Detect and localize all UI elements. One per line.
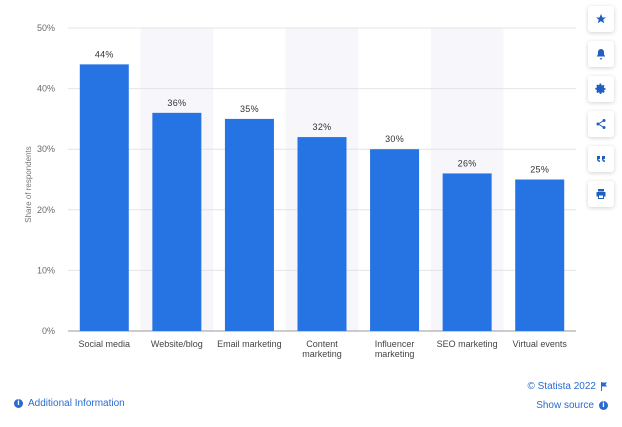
print-button[interactable]: [588, 181, 614, 207]
bar: [152, 112, 202, 331]
statista-credit[interactable]: © Statista 2022: [527, 381, 608, 392]
share-icon: [596, 119, 606, 129]
share-button[interactable]: [588, 111, 614, 137]
category-labels: Social media Website/blog Email marketing C…: [79, 339, 568, 359]
favorite-button[interactable]: [588, 6, 614, 32]
bell-icon: [597, 49, 605, 60]
category-label: SEO marketing: [437, 339, 498, 349]
category-label: Content marketing: [302, 339, 342, 359]
category-label: Virtual events: [513, 339, 568, 349]
data-label: 30%: [385, 134, 404, 144]
quote-icon: [597, 156, 605, 162]
y-tick-label: 40%: [37, 84, 55, 94]
show-source-label: Show source: [536, 400, 594, 411]
bar-chart: 0%10%20%30%40%50% 44%36%35%32%30%26%25% …: [24, 23, 576, 359]
category-label: Email marketing: [217, 339, 282, 349]
data-label: 36%: [167, 98, 186, 108]
cite-button[interactable]: [588, 146, 614, 172]
additional-information-label: Additional Information: [28, 398, 125, 409]
y-axis-ticks: 0% 10% 20% 30% 40% 50%: [37, 23, 55, 336]
data-label: 25%: [530, 165, 549, 175]
data-labels: 44% 36% 35% 32% 30% 26% 25%: [95, 49, 549, 174]
y-tick-label: 30%: [37, 144, 55, 154]
data-label: 44%: [95, 49, 114, 59]
print-icon: [596, 189, 606, 199]
info-icon: i: [14, 399, 23, 408]
notification-button[interactable]: [588, 41, 614, 67]
y-axis-label: Share of respondents: [24, 146, 33, 223]
bar: [79, 64, 129, 332]
additional-information-link[interactable]: i Additional Information: [14, 398, 125, 409]
data-label: 26%: [458, 158, 477, 168]
flag-icon: [601, 382, 607, 391]
info-icon: i: [599, 401, 608, 410]
y-tick-label: 50%: [37, 23, 55, 33]
credit-text: © Statista 2022: [527, 381, 596, 392]
side-toolbar: [588, 6, 614, 216]
data-label: 32%: [313, 122, 332, 132]
show-source-link[interactable]: Show source i: [536, 400, 608, 411]
gear-icon: [595, 83, 606, 94]
bar: [515, 179, 565, 331]
y-tick-label: 10%: [37, 265, 55, 275]
data-label: 35%: [240, 104, 259, 114]
category-label: Website/blog: [151, 339, 203, 349]
y-tick-label: 20%: [37, 205, 55, 215]
y-tick-label: 0%: [42, 326, 55, 336]
star-icon: [596, 14, 606, 24]
category-label: Social media: [79, 339, 131, 349]
category-label: Influencer marketing: [375, 339, 415, 359]
bar: [442, 173, 492, 331]
bar: [370, 149, 420, 331]
settings-button[interactable]: [588, 76, 614, 102]
bar: [224, 118, 274, 332]
bars: [79, 64, 565, 332]
bar: [297, 137, 347, 331]
